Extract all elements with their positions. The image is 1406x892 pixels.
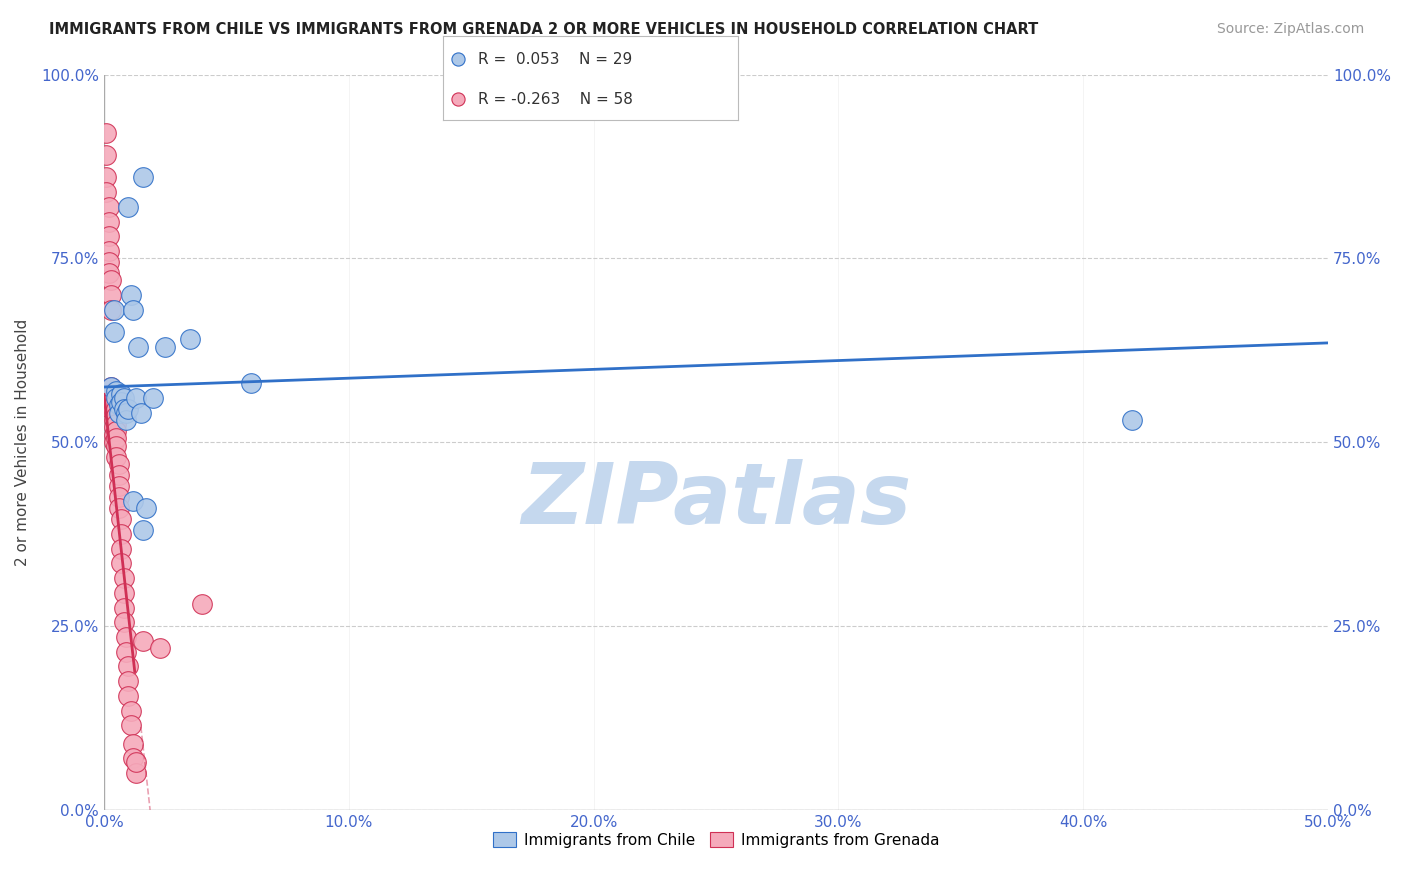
Point: [100, 387, 122, 401]
Point: [132, 524, 155, 538]
Point: [112, 600, 135, 615]
Point: [100, 288, 122, 302]
Point: [112, 402, 135, 417]
Point: [115, 406, 138, 420]
Point: [120, 288, 142, 302]
Point: [100, 380, 122, 394]
Point: [112, 615, 135, 630]
Point: [105, 384, 128, 398]
Point: [103, 406, 125, 420]
Point: [122, 751, 145, 765]
Point: [122, 494, 145, 508]
Point: [142, 391, 165, 405]
Point: [110, 557, 132, 571]
Point: [100, 302, 122, 317]
Point: [103, 427, 125, 442]
Point: [107, 468, 129, 483]
Point: [127, 340, 149, 354]
Point: [103, 435, 125, 450]
Point: [125, 766, 148, 780]
Point: [115, 645, 138, 659]
Point: [115, 630, 138, 644]
Point: [105, 450, 128, 464]
Point: [153, 340, 176, 354]
Point: [96, 170, 118, 185]
Point: [132, 170, 155, 185]
Point: [107, 457, 129, 471]
Point: [107, 398, 129, 412]
Point: [100, 380, 122, 394]
Point: [97, 266, 120, 280]
Text: R = -0.263    N = 58: R = -0.263 N = 58: [478, 92, 633, 107]
Point: [115, 413, 138, 427]
Point: [96, 126, 118, 140]
Point: [97, 200, 120, 214]
Point: [105, 417, 128, 431]
Y-axis label: 2 or more Vehicles in Household: 2 or more Vehicles in Household: [15, 318, 30, 566]
Point: [117, 402, 139, 417]
Point: [110, 541, 132, 556]
Point: [107, 491, 129, 505]
Text: R =  0.053    N = 29: R = 0.053 N = 29: [478, 52, 633, 67]
Point: [135, 501, 157, 516]
Point: [100, 394, 122, 409]
Point: [100, 273, 122, 287]
Point: [96, 148, 118, 162]
Point: [107, 406, 129, 420]
Point: [103, 420, 125, 434]
Point: [96, 185, 118, 199]
Point: [110, 512, 132, 526]
Text: ZIPatlas: ZIPatlas: [522, 459, 911, 542]
Point: [97, 229, 120, 244]
Point: [105, 402, 128, 417]
Point: [105, 409, 128, 424]
Point: [117, 674, 139, 689]
Point: [110, 387, 132, 401]
Point: [132, 633, 155, 648]
Point: [112, 391, 135, 405]
Point: [107, 501, 129, 516]
Point: [103, 325, 125, 339]
Point: [122, 302, 145, 317]
Point: [120, 704, 142, 718]
Point: [1121, 413, 1143, 427]
Point: [117, 200, 139, 214]
Point: [97, 255, 120, 269]
Point: [103, 302, 125, 317]
Point: [239, 376, 262, 391]
Point: [103, 398, 125, 412]
Point: [97, 244, 120, 258]
Text: IMMIGRANTS FROM CHILE VS IMMIGRANTS FROM GRENADA 2 OR MORE VEHICLES IN HOUSEHOLD: IMMIGRANTS FROM CHILE VS IMMIGRANTS FROM…: [49, 22, 1039, 37]
Point: [179, 332, 201, 346]
Point: [117, 659, 139, 673]
Point: [100, 402, 122, 417]
Point: [105, 439, 128, 453]
Point: [112, 586, 135, 600]
Text: Source: ZipAtlas.com: Source: ZipAtlas.com: [1216, 22, 1364, 37]
Point: [122, 737, 145, 751]
Point: [103, 413, 125, 427]
Point: [120, 718, 142, 732]
Point: [105, 432, 128, 446]
Point: [110, 394, 132, 409]
Point: [125, 755, 148, 769]
Point: [125, 391, 148, 405]
Point: [110, 527, 132, 541]
Point: [105, 424, 128, 438]
Point: [103, 391, 125, 405]
Point: [112, 571, 135, 585]
Point: [117, 689, 139, 703]
Point: [129, 406, 152, 420]
Point: [107, 479, 129, 493]
Point: [97, 214, 120, 228]
Point: [191, 597, 214, 611]
Point: [105, 391, 128, 405]
Legend: Immigrants from Chile, Immigrants from Grenada: Immigrants from Chile, Immigrants from G…: [486, 825, 945, 854]
Point: [149, 641, 172, 656]
